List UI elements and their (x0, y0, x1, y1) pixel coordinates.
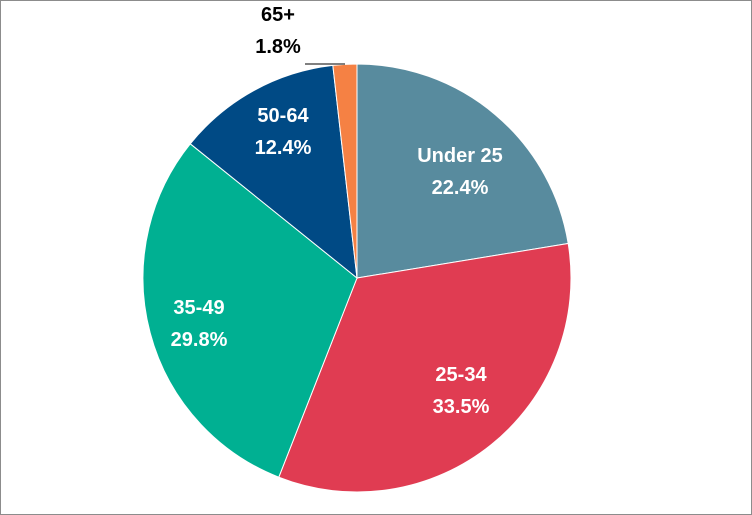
slice-category-label: 65+ (261, 4, 295, 26)
slice-value-label: 1.8% (255, 36, 301, 58)
pie-slice-under-25 (356, 63, 569, 279)
slice-value-label: 33.5% (433, 396, 490, 418)
slice-value-label: 29.8% (171, 329, 228, 351)
pie-slice-50-64 (189, 64, 358, 280)
slice-category-label: 35-49 (173, 297, 224, 319)
pie-slice-25-34 (278, 242, 572, 493)
slice-category-label: Under 25 (417, 145, 503, 167)
slice-value-label: 12.4% (255, 137, 312, 159)
pie-slice-35-49 (142, 143, 358, 478)
slice-category-label: 50-64 (257, 105, 309, 127)
slice-value-label: 22.4% (432, 177, 489, 199)
slice-category-label: 25-34 (435, 364, 487, 386)
